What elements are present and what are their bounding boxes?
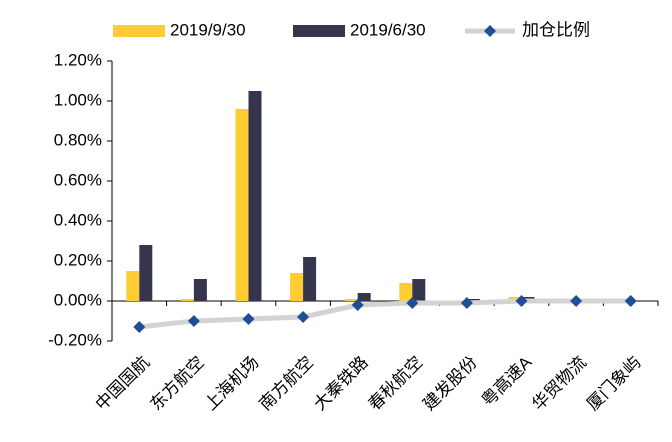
line-marker bbox=[624, 295, 637, 307]
bar bbox=[180, 299, 194, 301]
x-tick-label: 粤高速A bbox=[478, 352, 536, 410]
legend-marker bbox=[484, 25, 496, 37]
legend-swatch bbox=[293, 25, 345, 37]
line-marker bbox=[242, 313, 255, 325]
legend-swatch bbox=[113, 25, 165, 37]
bar bbox=[126, 271, 140, 301]
bar bbox=[235, 109, 249, 301]
bar bbox=[303, 257, 317, 301]
y-tick-label: 1.00% bbox=[54, 90, 102, 109]
x-tick-label: 春秋航空 bbox=[365, 353, 427, 415]
bar bbox=[290, 273, 304, 301]
line-marker bbox=[406, 297, 419, 309]
line-marker bbox=[297, 311, 310, 323]
line-marker bbox=[133, 321, 146, 333]
bar bbox=[193, 279, 207, 301]
y-tick-label: 0.40% bbox=[54, 210, 102, 229]
x-tick-label: 厦门象屿 bbox=[583, 353, 645, 415]
y-tick-label: -0.20% bbox=[48, 330, 102, 349]
x-tick-label: 华贸物流 bbox=[529, 353, 591, 415]
y-tick-label: 1.20% bbox=[54, 50, 102, 69]
bar bbox=[412, 279, 426, 301]
bar bbox=[357, 293, 371, 301]
legend-label: 加仓比例 bbox=[522, 20, 590, 39]
x-tick-label: 大秦铁路 bbox=[310, 353, 372, 415]
line-marker bbox=[570, 295, 583, 307]
y-tick-label: 0.20% bbox=[54, 250, 102, 269]
bar bbox=[248, 91, 262, 301]
legend-label: 2019/9/30 bbox=[170, 20, 246, 39]
y-tick-label: 0.60% bbox=[54, 170, 102, 189]
x-tick-label: 上海机场 bbox=[201, 353, 263, 415]
x-tick-label: 建发股份 bbox=[419, 353, 481, 415]
bar bbox=[399, 283, 413, 301]
bar bbox=[466, 299, 480, 301]
x-tick-label: 东方航空 bbox=[146, 353, 208, 415]
legend-label: 2019/6/30 bbox=[350, 20, 426, 39]
y-tick-label: 0.00% bbox=[54, 290, 102, 309]
x-tick-label: 南方航空 bbox=[256, 353, 318, 415]
x-tick-label: 中国国航 bbox=[92, 353, 154, 415]
bar bbox=[139, 245, 153, 301]
line-marker bbox=[351, 299, 364, 311]
line bbox=[139, 298, 631, 330]
y-tick-label: 0.80% bbox=[54, 130, 102, 149]
line-marker bbox=[460, 297, 473, 309]
line-marker bbox=[515, 295, 528, 307]
line-marker bbox=[187, 315, 200, 327]
bar bbox=[344, 299, 358, 301]
